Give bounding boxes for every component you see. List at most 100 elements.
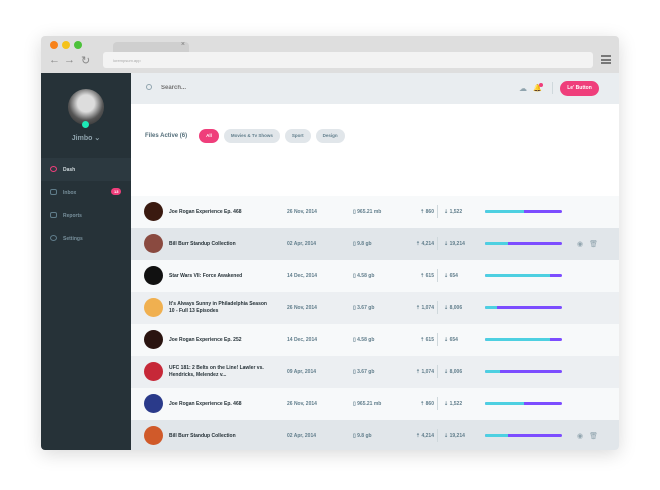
eye-icon[interactable]: ◉ [577, 433, 584, 440]
download-value: 1,522 [449, 401, 463, 407]
download-value: 8,006 [449, 369, 463, 375]
table-row[interactable]: It's Always Sunny in Philadelphia Season… [131, 292, 619, 324]
top-bar: ☁ 🔔 Le' Button [131, 73, 619, 104]
download-value: 1,522 [449, 209, 463, 215]
sidebar-item-dash[interactable]: Dash [41, 158, 131, 181]
file-thumbnail [144, 266, 163, 285]
upload-count: ⇡ 615 [396, 337, 434, 343]
cloud-upload-icon[interactable]: ☁ [519, 84, 527, 93]
file-title: UFC 181: 2 Belts on the Line! Lawler vs.… [169, 365, 264, 378]
trash-icon[interactable]: 🗑 [589, 241, 598, 248]
tab-close-icon[interactable]: × [180, 41, 185, 48]
forward-icon[interactable]: → [64, 54, 75, 66]
browser-window: × ← → ↻ lorempsum.app Jimbo ⌄ Dash Inbox… [41, 36, 619, 450]
table-row[interactable]: Bill Burr Standup Collection 02 Apr, 201… [131, 228, 619, 260]
sidebar-item-inbox[interactable]: Inbox 13 [41, 181, 131, 204]
size-value: 3.67 gb [357, 305, 375, 311]
divider [437, 269, 438, 282]
hamburger-menu-icon[interactable] [601, 55, 611, 64]
upload-icon: ⇡ [415, 369, 422, 375]
user-menu[interactable]: Jimbo ⌄ [41, 134, 131, 142]
file-thumbnail [144, 394, 163, 413]
file-date: 26 Nov, 2014 [287, 305, 317, 311]
divider [437, 397, 438, 410]
trash-icon[interactable]: 🗑 [589, 433, 598, 440]
size-value: 965.21 mb [357, 401, 382, 407]
file-list: Joe Rogan Experience Ep. 468 26 Nov, 201… [131, 196, 619, 450]
progress-fill [485, 306, 497, 309]
download-icon: ⇣ [444, 369, 450, 375]
upload-icon: ⇡ [415, 433, 422, 439]
download-value: 19,214 [449, 241, 465, 247]
table-row[interactable]: Joe Rogan Experience Ep. 468 26 Nov, 201… [131, 388, 619, 420]
table-row[interactable]: Star Wars VII: Force Awakened 14 Dec, 20… [131, 260, 619, 292]
file-icon: ▯ [353, 401, 358, 407]
filter-chip-design[interactable]: Design [315, 129, 345, 143]
progress-bar [485, 434, 562, 437]
avatar[interactable] [68, 89, 104, 125]
download-count: ⇣ 8,006 [444, 305, 462, 311]
upload-count: ⇡ 1,074 [396, 305, 434, 311]
upload-value: 860 [425, 401, 434, 407]
maximize-window-button[interactable] [74, 41, 82, 49]
minimize-window-button[interactable] [62, 41, 70, 49]
back-icon[interactable]: ← [49, 54, 60, 66]
upload-count: ⇡ 860 [396, 209, 434, 215]
files-active-title: Files Active (6) [145, 133, 188, 139]
file-date: 26 Nov, 2014 [287, 209, 317, 215]
upload-value: 1,074 [421, 369, 434, 375]
file-icon: ▯ [353, 305, 358, 311]
main-content: ☁ 🔔 Le' Button Files Active (6) All Movi… [131, 73, 619, 450]
filter-chip-all[interactable]: All [199, 129, 219, 143]
size-value: 9.8 gb [357, 433, 372, 439]
file-icon: ▯ [353, 241, 358, 247]
table-row[interactable]: Joe Rogan Experience Ep. 252 14 Dec, 201… [131, 324, 619, 356]
download-value: 19,214 [449, 433, 465, 439]
filter-chip-sport[interactable]: Sport [284, 129, 311, 143]
progress-bar [485, 402, 562, 405]
file-date: 14 Dec, 2014 [287, 337, 318, 343]
gear-icon [50, 235, 57, 241]
divider [437, 365, 438, 378]
progress-bar [485, 338, 562, 341]
upload-value: 860 [425, 209, 434, 215]
sidebar-item-settings[interactable]: Settings [41, 227, 131, 250]
upload-value: 615 [425, 337, 434, 343]
progress-fill [485, 242, 509, 245]
row-actions: ◉ 🗑 [577, 240, 598, 248]
sidebar-item-reports[interactable]: Reports [41, 204, 131, 227]
search-input[interactable] [161, 85, 281, 91]
reload-icon[interactable]: ↻ [81, 55, 91, 67]
file-size: ▯ 9.8 gb [353, 241, 372, 247]
download-count: ⇣ 19,214 [444, 433, 465, 439]
download-value: 8,006 [449, 305, 463, 311]
progress-fill [485, 274, 550, 277]
progress-fill [485, 402, 524, 405]
sidebar-item-label: Inbox [63, 190, 77, 196]
sidebar-item-label: Settings [63, 236, 83, 242]
le-button[interactable]: Le' Button [560, 81, 599, 96]
browser-tab[interactable]: × [113, 41, 189, 52]
size-value: 9.8 gb [357, 241, 372, 247]
table-row[interactable]: Joe Rogan Experience Ep. 468 26 Nov, 201… [131, 196, 619, 228]
bell-icon[interactable]: 🔔 [533, 85, 542, 92]
upload-icon: ⇡ [420, 273, 426, 279]
file-thumbnail [144, 298, 163, 317]
eye-icon[interactable]: ◉ [577, 241, 584, 248]
table-row[interactable]: Bill Burr Standup Collection 02 Apr, 201… [131, 420, 619, 450]
close-window-button[interactable] [50, 41, 58, 49]
download-count: ⇣ 1,522 [444, 401, 462, 407]
sidebar-item-label: Dash [63, 167, 76, 173]
file-size: ▯ 4.58 gb [353, 273, 374, 279]
file-size: ▯ 4.58 gb [353, 337, 374, 343]
progress-bar [485, 306, 562, 309]
filter-chip-movies[interactable]: Movies & Tv Shows [223, 129, 280, 143]
progress-bar [485, 242, 562, 245]
address-bar[interactable]: lorempsum.app [103, 52, 593, 68]
file-thumbnail [144, 202, 163, 221]
file-title: Bill Burr Standup Collection [169, 432, 236, 439]
table-row[interactable]: UFC 181: 2 Belts on the Line! Lawler vs.… [131, 356, 619, 388]
notification-badge [539, 83, 543, 87]
file-size: ▯ 3.67 gb [353, 305, 374, 311]
inbox-icon [50, 189, 57, 195]
